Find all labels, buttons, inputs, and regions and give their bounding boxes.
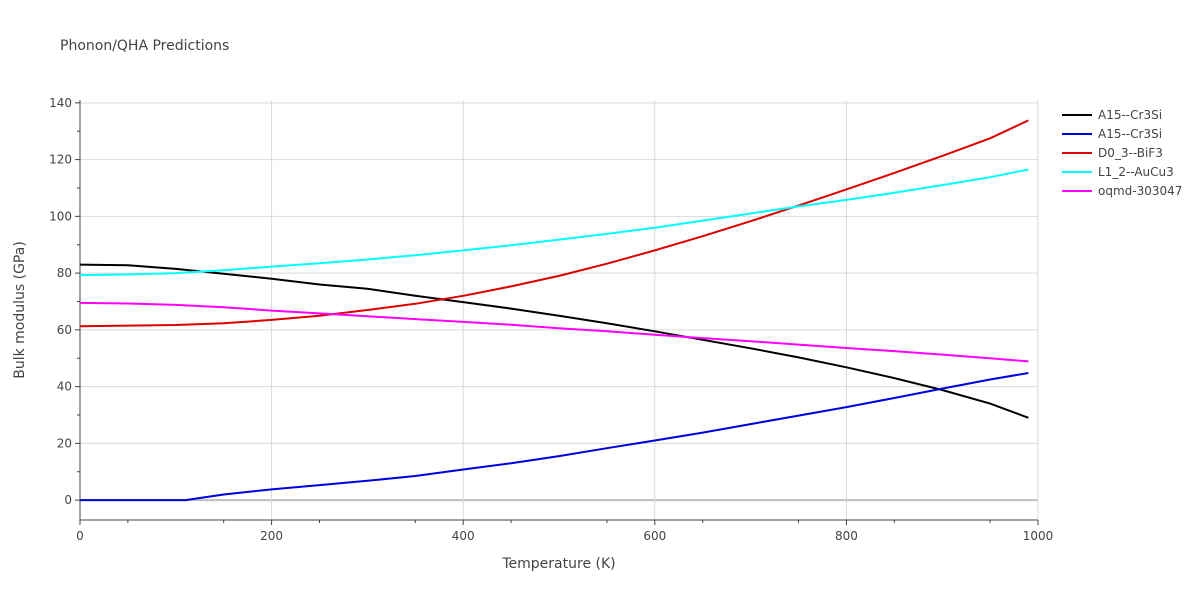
x-tick-label: 200	[260, 529, 283, 543]
legend-item-1[interactable]: A15--Cr3Si	[1062, 127, 1162, 141]
legend-label: A15--Cr3Si	[1098, 127, 1162, 141]
y-tick-label: 20	[57, 436, 72, 450]
legend-item-4[interactable]: oqmd-303047	[1062, 184, 1182, 198]
series-line-1	[80, 372, 1029, 502]
x-tick-label: 800	[835, 529, 858, 543]
series-line-3	[79, 168, 1029, 277]
grid	[80, 100, 1039, 520]
legend-label: D0_3--BiF3	[1098, 146, 1163, 160]
legend-item-0[interactable]: A15--Cr3Si	[1062, 108, 1162, 122]
y-tick-label: 40	[57, 380, 72, 394]
chart-title: Phonon/QHA Predictions	[60, 38, 229, 54]
y-tick-label: 100	[49, 209, 72, 223]
series-line-0	[79, 263, 1029, 419]
x-tick-label: 600	[643, 529, 666, 543]
y-tick-label: 140	[49, 96, 72, 110]
y-axis-ticks: 0 20 40 60 80 100 120 140	[49, 96, 81, 520]
x-tick-label: 1000	[1023, 529, 1054, 543]
x-axis-ticks: 0 200 400 600 800 1000	[76, 519, 1054, 543]
x-tick-label: 0	[76, 529, 84, 543]
legend-item-2[interactable]: D0_3--BiF3	[1062, 146, 1163, 160]
legend-label: A15--Cr3Si	[1098, 108, 1162, 122]
y-axis-label: Bulk modulus (GPa)	[12, 241, 28, 379]
y-tick-label: 60	[57, 323, 72, 337]
legend-item-3[interactable]: L1_2--AuCu3	[1062, 165, 1174, 179]
x-axis-label: Temperature (K)	[501, 556, 615, 572]
plot-area	[79, 119, 1029, 502]
x-tick-label: 400	[452, 529, 475, 543]
series-line-4	[79, 301, 1029, 363]
series-line-2	[79, 119, 1029, 328]
legend-label: L1_2--AuCu3	[1098, 165, 1174, 179]
y-tick-label: 0	[64, 493, 72, 507]
y-tick-label: 120	[49, 153, 72, 167]
legend-label: oqmd-303047	[1098, 184, 1182, 198]
y-tick-label: 80	[57, 266, 72, 280]
legend[interactable]: A15--Cr3Si A15--Cr3Si D0_3--BiF3 L1_2--AuCu…	[1062, 108, 1182, 198]
